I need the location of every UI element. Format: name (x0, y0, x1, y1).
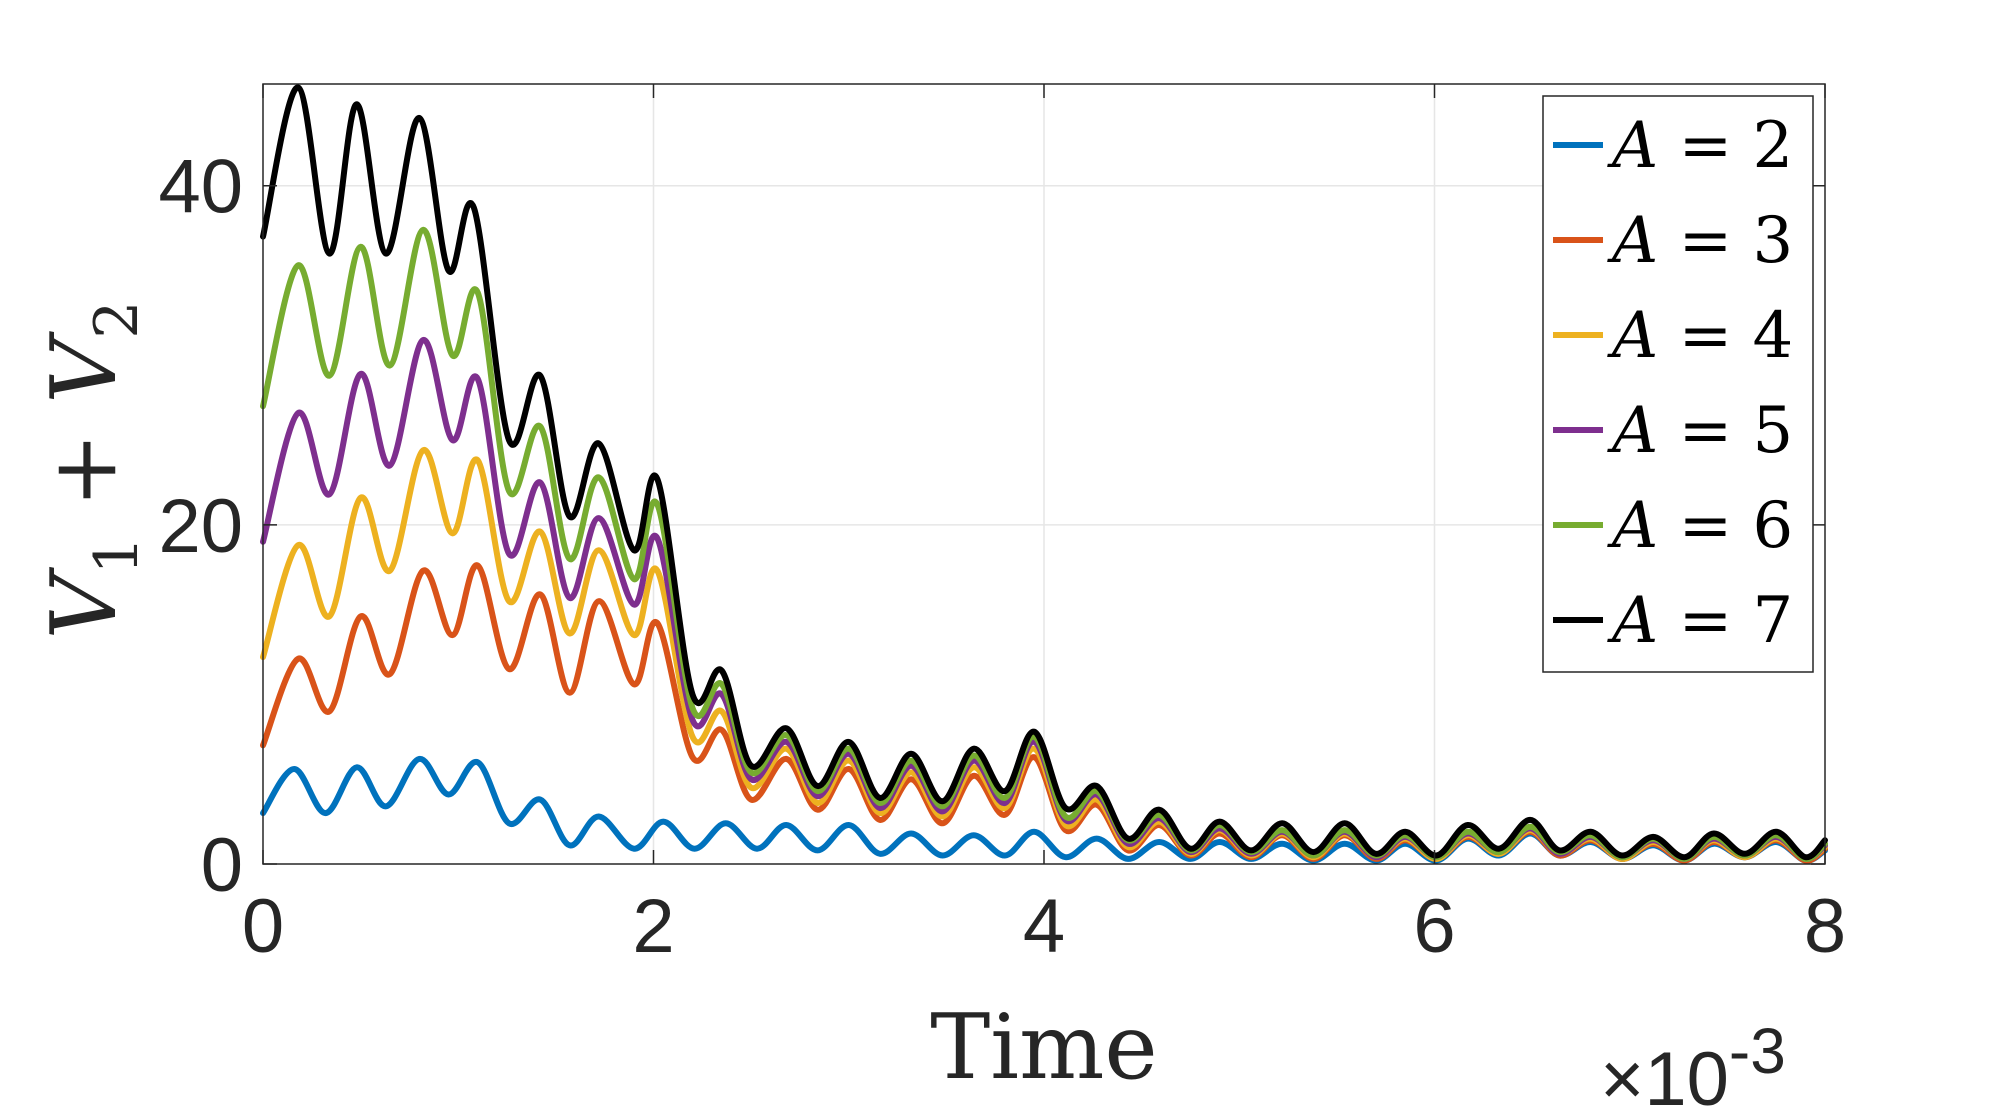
x-tick-label: 8 (1804, 884, 1846, 969)
x-exponent-power: -3 (1729, 1015, 1786, 1087)
y-title-v1: V (32, 567, 137, 640)
series-lines (260, 84, 1828, 864)
legend-var: A (1607, 299, 1658, 373)
legend-eq: = (1658, 489, 1752, 563)
legend-eq: = (1658, 584, 1752, 658)
series-line-a6 (260, 226, 1828, 862)
x-tick-label: 6 (1413, 884, 1455, 969)
legend-val: 6 (1753, 489, 1794, 563)
legend-label: A = 4 (1607, 299, 1793, 373)
legend-val: 2 (1753, 109, 1794, 183)
x-tick-label: 0 (242, 884, 284, 969)
x-exponent-label: ×10-3 (1600, 1015, 1786, 1120)
legend-box (1542, 95, 1814, 673)
legend: A = 2A = 3A = 4A = 5A = 6A = 7 (1542, 95, 1814, 673)
y-title-v2: V (32, 331, 137, 404)
legend-var: A (1607, 489, 1658, 563)
series-line-a7 (260, 84, 1828, 861)
x-tick-label: 2 (632, 884, 674, 969)
legend-var: A (1607, 394, 1658, 468)
x-tick-label: 4 (1023, 884, 1065, 969)
legend-var: A (1607, 204, 1658, 278)
legend-var: A (1607, 109, 1658, 183)
legend-val: 4 (1753, 299, 1794, 373)
y-title-sub1: 1 (82, 536, 152, 574)
legend-eq: = (1658, 394, 1752, 468)
legend-eq: = (1658, 299, 1752, 373)
y-axis-title: V1 + V2 (32, 300, 152, 639)
y-tick-label: 0 (201, 823, 243, 908)
legend-label: A = 6 (1607, 489, 1793, 563)
axis-ticks: 0 2 4 6 8 0 20 40 (158, 84, 1846, 969)
legend-label: A = 5 (1607, 394, 1793, 468)
legend-eq: = (1658, 109, 1752, 183)
legend-val: 7 (1753, 584, 1794, 658)
legend-eq: = (1658, 204, 1752, 278)
x-exponent-base: ×10 (1600, 1037, 1729, 1120)
y-tick-label: 40 (158, 145, 243, 230)
legend-val: 3 (1753, 204, 1794, 278)
y-title-sub2: 2 (82, 300, 152, 338)
x-axis-title: Time (930, 995, 1157, 1100)
legend-val: 5 (1753, 394, 1794, 468)
y-title-plus: + (32, 404, 137, 537)
legend-label: A = 2 (1607, 109, 1793, 183)
legend-var: A (1607, 584, 1658, 658)
legend-label: A = 3 (1607, 204, 1793, 278)
y-tick-label: 20 (158, 484, 243, 569)
legend-label: A = 7 (1607, 584, 1793, 658)
